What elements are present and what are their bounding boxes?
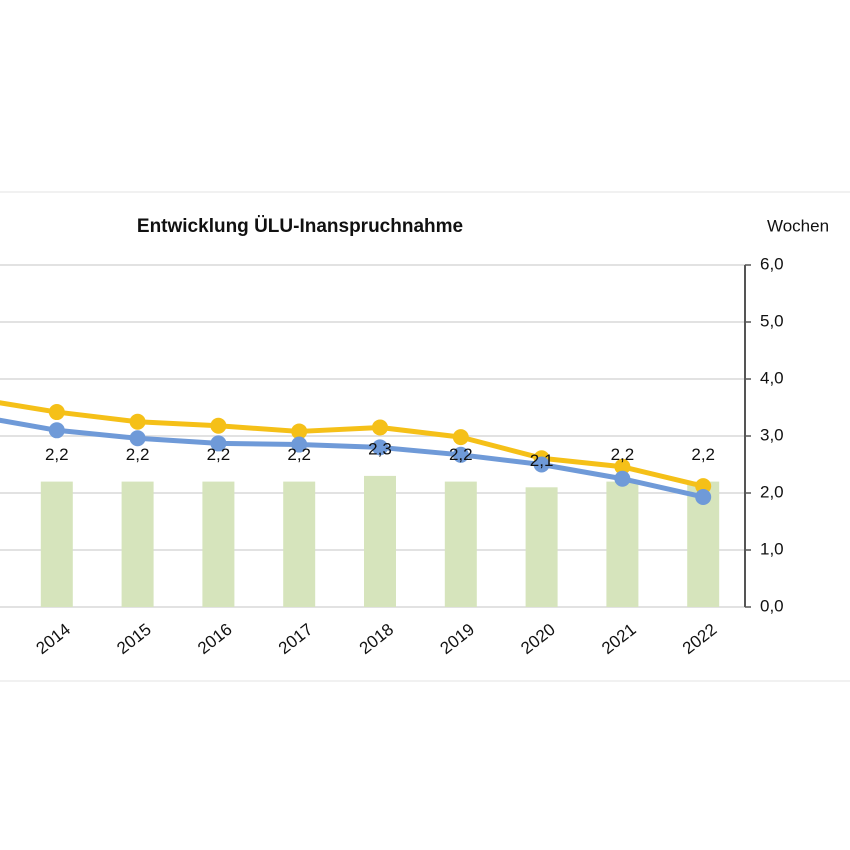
line-point (533, 456, 550, 473)
data-label: 2,2 (691, 445, 715, 464)
y-tick-label: 1,0 (760, 539, 784, 558)
chart-title: Entwicklung ÜLU-Inanspruchnahme (137, 216, 463, 237)
data-label: 2,2 (45, 445, 69, 464)
x-tick-label: 2020 (517, 620, 559, 658)
line-point (48, 404, 65, 421)
y-tick-label: 6,0 (760, 254, 784, 273)
bar (606, 481, 639, 607)
x-tick-label: 2019 (437, 620, 479, 658)
line-point (48, 422, 65, 439)
y-tick-label: 4,0 (760, 368, 784, 387)
bar (202, 481, 235, 607)
line-series (0, 417, 704, 500)
line-point (291, 436, 308, 453)
y-tick-label: 0,0 (760, 596, 784, 615)
x-tick-label: 2022 (679, 620, 721, 658)
x-tick-label: 2018 (356, 620, 398, 658)
line-point (129, 430, 146, 447)
line-point (452, 429, 469, 446)
bar (121, 481, 154, 607)
line-point (614, 470, 631, 487)
line-point (372, 439, 388, 456)
data-label: 2,2 (126, 445, 150, 464)
line-point (129, 413, 146, 430)
data-label: 2,2 (207, 445, 231, 464)
line-point (695, 488, 712, 505)
line-point (372, 419, 388, 436)
data-label: 2,2 (449, 445, 473, 464)
bar (364, 475, 396, 607)
data-label: 2,2 (611, 445, 635, 464)
y-tick-label: 5,0 (760, 311, 784, 330)
line-series (0, 400, 704, 489)
x-tick-label: 2017 (275, 620, 317, 658)
x-tick-label: 2016 (194, 620, 236, 658)
line-point (210, 417, 227, 434)
y-axis-label: Wochen (767, 216, 829, 235)
line-point (291, 423, 308, 440)
x-tick-label: 2014 (33, 620, 75, 658)
bar (40, 481, 73, 607)
line-point (614, 458, 631, 475)
y-tick-label: 2,0 (760, 482, 784, 501)
data-label: 2,1 (530, 451, 554, 470)
x-tick-label: 2015 (113, 620, 155, 658)
y-tick-label: 3,0 (760, 425, 784, 444)
line-point (452, 446, 469, 463)
data-label: 2,2 (287, 445, 311, 464)
bar (525, 487, 558, 607)
line-point (210, 435, 227, 452)
x-tick-label: 2021 (598, 620, 640, 658)
bar (444, 481, 477, 607)
data-label: 2,3 (368, 439, 392, 458)
bar (283, 481, 316, 607)
